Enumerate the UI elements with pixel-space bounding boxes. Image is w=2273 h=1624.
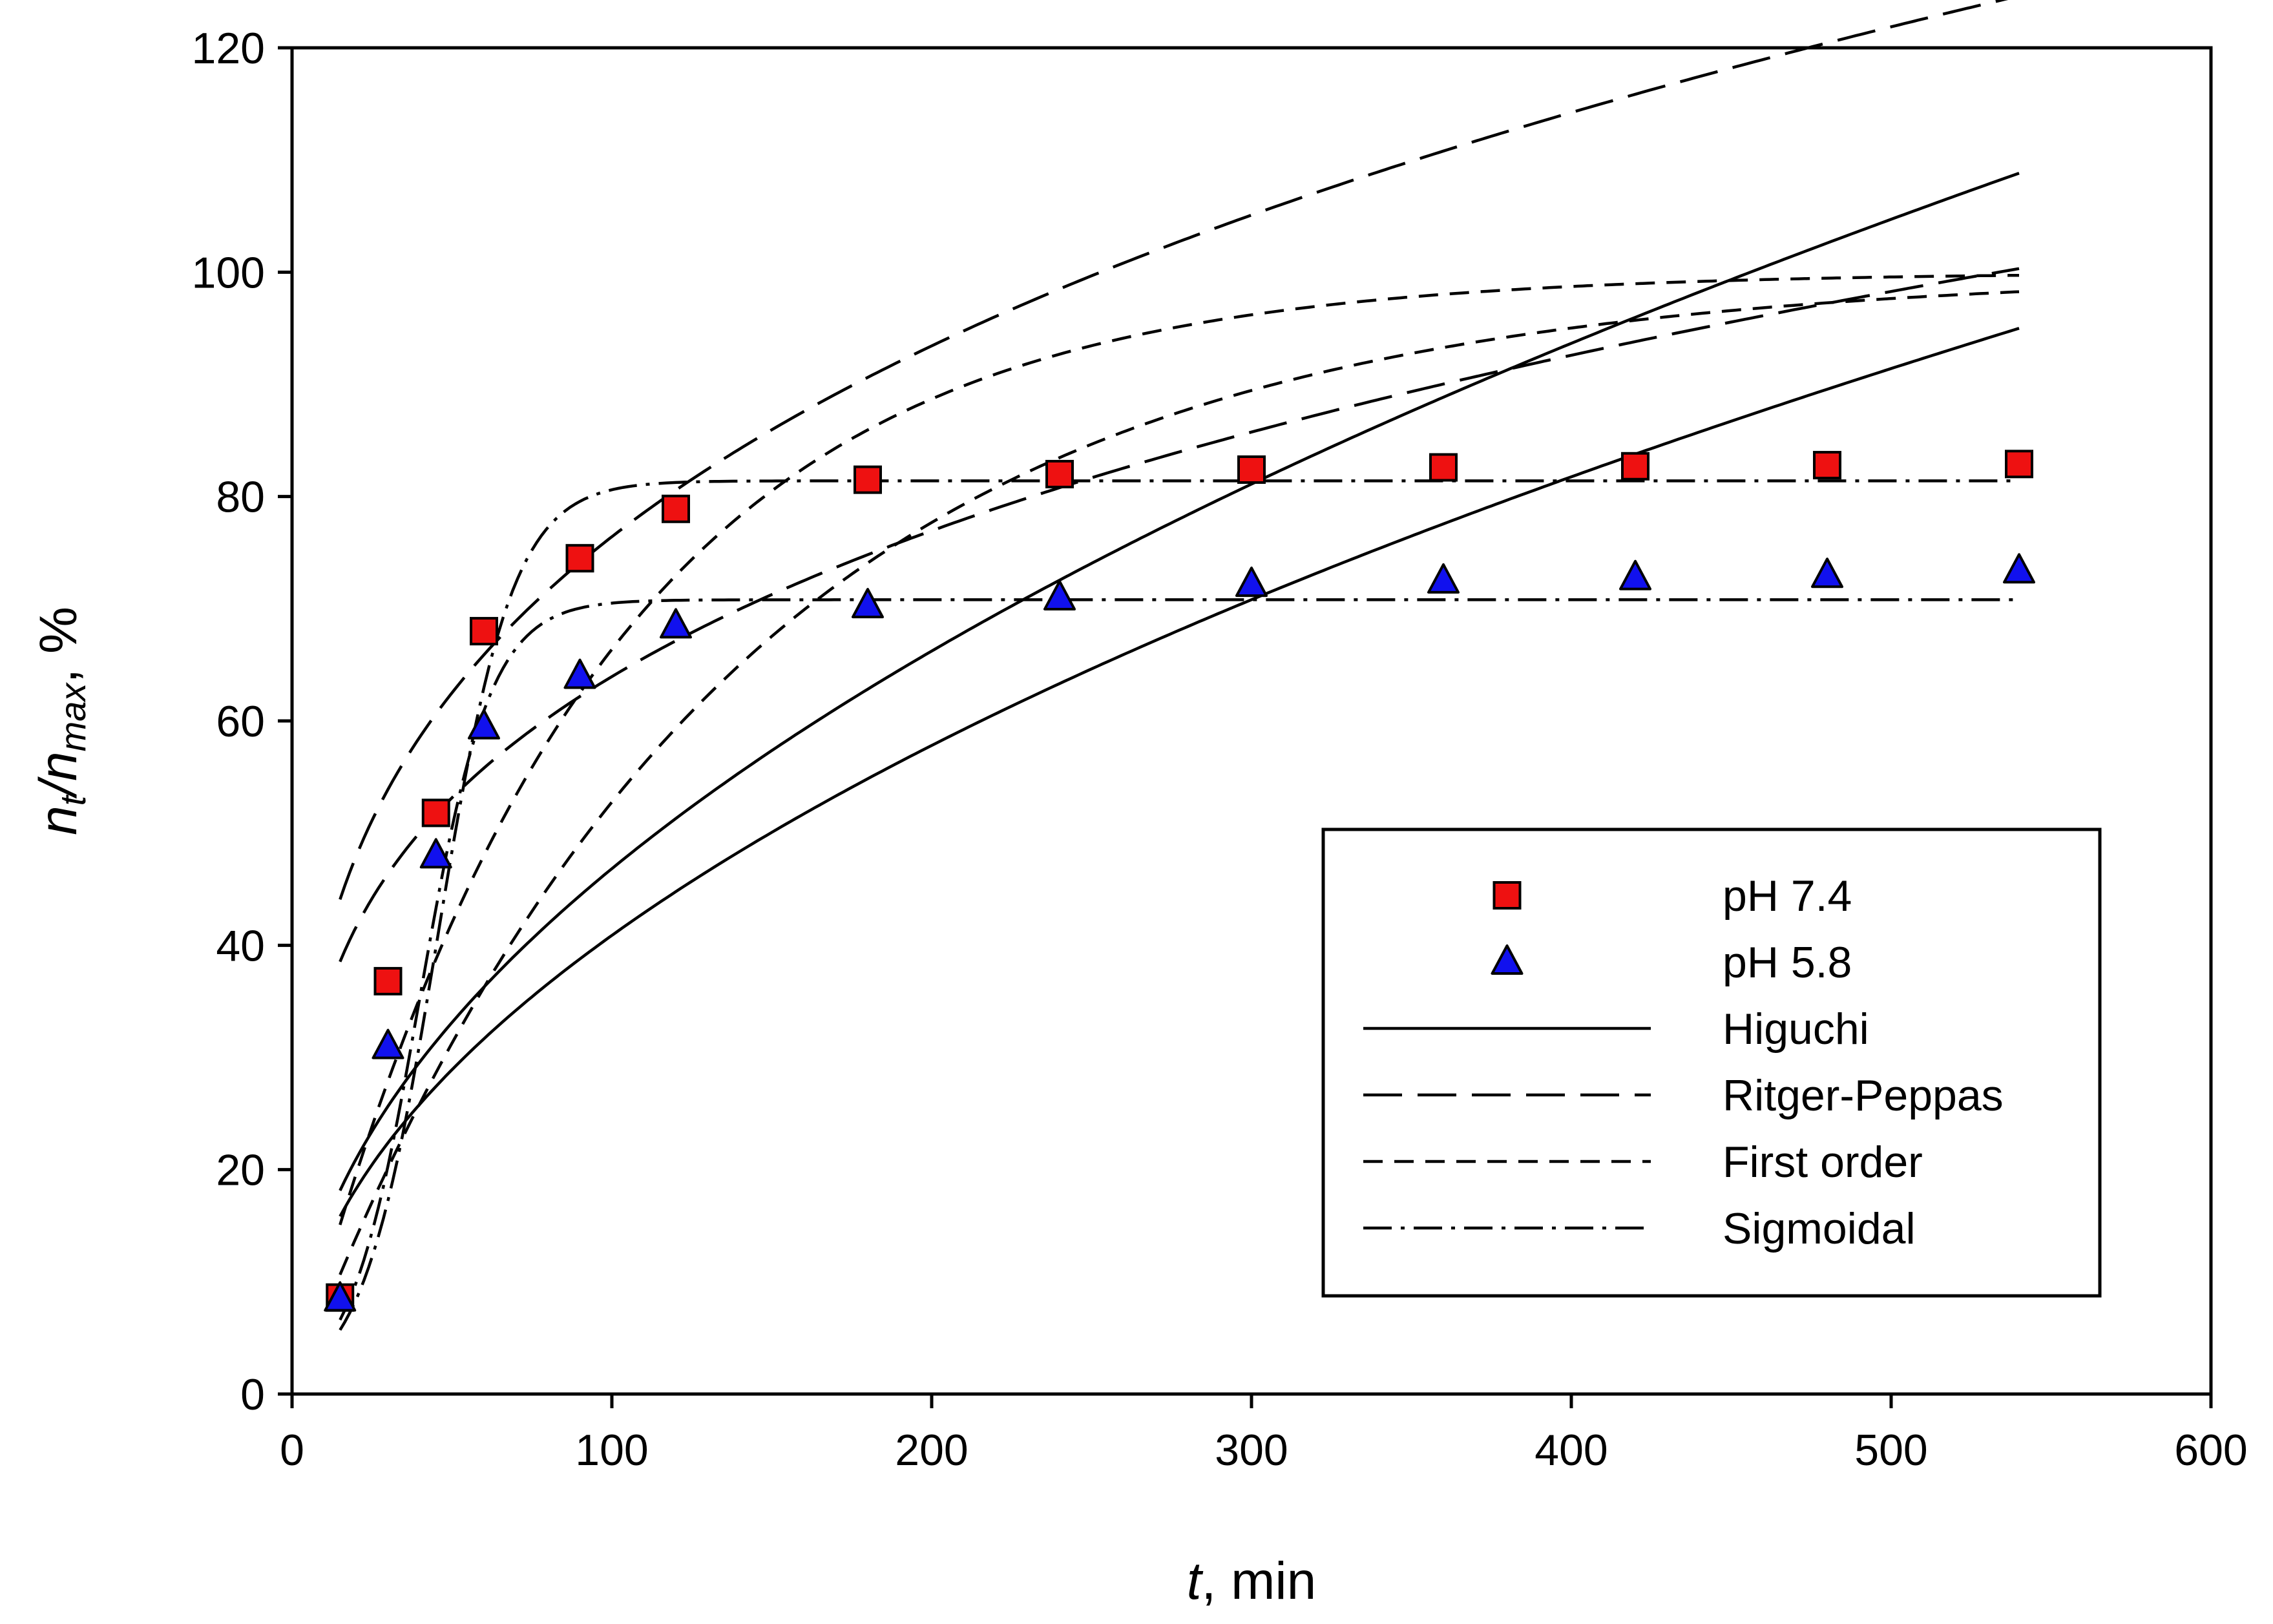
- y-tick-label: 40: [216, 921, 265, 970]
- axis-ticks: 0 100 200 300 400 500 600 0 20 40 60 80 100 120: [192, 24, 2248, 1475]
- data-point: [1621, 452, 1650, 481]
- series-ph74: [326, 450, 2033, 1312]
- data-point: [852, 588, 884, 619]
- data-point: [660, 608, 692, 639]
- legend-label: pH 5.8: [1723, 938, 1852, 987]
- fit-curve-peppas-ph58: [339, 267, 2020, 963]
- x-tick-label: 0: [280, 1426, 304, 1475]
- data-point: [2005, 450, 2033, 479]
- data-point: [1813, 451, 1841, 480]
- y-tick-label: 80: [216, 473, 265, 522]
- legend-box: [1321, 828, 2102, 1298]
- legend-label: pH 7.4: [1723, 871, 1852, 921]
- y-tick-label: 20: [216, 1146, 265, 1195]
- data-point: [1619, 559, 1651, 590]
- data-point: [662, 494, 690, 523]
- data-point: [1811, 557, 1843, 588]
- legend-swatch: [1491, 944, 1524, 975]
- legend-label: Ritger-Peppas: [1723, 1071, 2004, 1120]
- y-tick-label: 0: [240, 1370, 265, 1419]
- legend-label: Sigmoidal: [1723, 1204, 1916, 1253]
- data-point: [470, 617, 498, 646]
- fit-curve-higuchi-ph74: [339, 171, 2020, 1191]
- fit-curve-sigmoidal-ph58: [339, 598, 2019, 1321]
- legend: pH 7.4 pH 5.8 Higuchi Ritger-Peppas First or…: [1321, 828, 2102, 1298]
- y-axis-title: nt/nmax, %: [29, 607, 93, 835]
- data-point: [468, 709, 500, 740]
- legend-item: Higuchi: [1363, 1005, 1869, 1054]
- data-point: [2003, 553, 2035, 584]
- fit-curve-peppas-ph74: [339, 0, 2009, 900]
- legend-label: First order: [1723, 1138, 1923, 1187]
- y-tick-label: 100: [192, 248, 265, 297]
- data-point: [421, 798, 450, 828]
- data-point: [854, 465, 882, 494]
- legend-item: pH 7.4: [1493, 871, 1852, 921]
- data-point: [1237, 455, 1266, 484]
- fit-curve-sigmoidal-ph74: [339, 479, 2019, 1331]
- fit-curves: [339, 0, 2020, 1331]
- data-point: [372, 1028, 404, 1059]
- legend-item: First order: [1363, 1138, 1923, 1187]
- legend-label: Higuchi: [1723, 1005, 1869, 1054]
- x-tick-label: 200: [895, 1426, 968, 1475]
- legend-item: Sigmoidal: [1363, 1204, 1916, 1253]
- fit-curve-higuchi-ph58: [339, 327, 2020, 1218]
- x-tick-label: 500: [1854, 1426, 1927, 1475]
- fit-curve-first_order-ph74: [339, 273, 2019, 1225]
- data-point: [324, 1281, 357, 1312]
- y-tick-label: 60: [216, 697, 265, 746]
- data-markers: [324, 450, 2035, 1312]
- x-tick-label: 600: [2174, 1426, 2247, 1475]
- data-point: [1043, 579, 1076, 610]
- data-point: [419, 838, 452, 869]
- x-tick-label: 300: [1215, 1426, 1288, 1475]
- y-tick-label: 120: [192, 24, 265, 73]
- data-point: [1429, 453, 1458, 482]
- x-tick-label: 400: [1535, 1426, 1608, 1475]
- data-point: [1045, 459, 1074, 488]
- x-axis-title: t, min: [1187, 1552, 1317, 1610]
- legend-item: Ritger-Peppas: [1363, 1071, 2004, 1120]
- x-tick-label: 100: [575, 1426, 648, 1475]
- data-point: [1427, 563, 1460, 594]
- data-point: [1235, 567, 1268, 598]
- data-point: [373, 966, 403, 995]
- legend-item: pH 5.8: [1491, 938, 1852, 987]
- data-point: [563, 658, 596, 689]
- data-point: [565, 544, 594, 573]
- legend-swatch: [1493, 881, 1522, 910]
- fit-curve-first_order-ph58: [339, 290, 2020, 1276]
- series-ph58: [324, 553, 2035, 1312]
